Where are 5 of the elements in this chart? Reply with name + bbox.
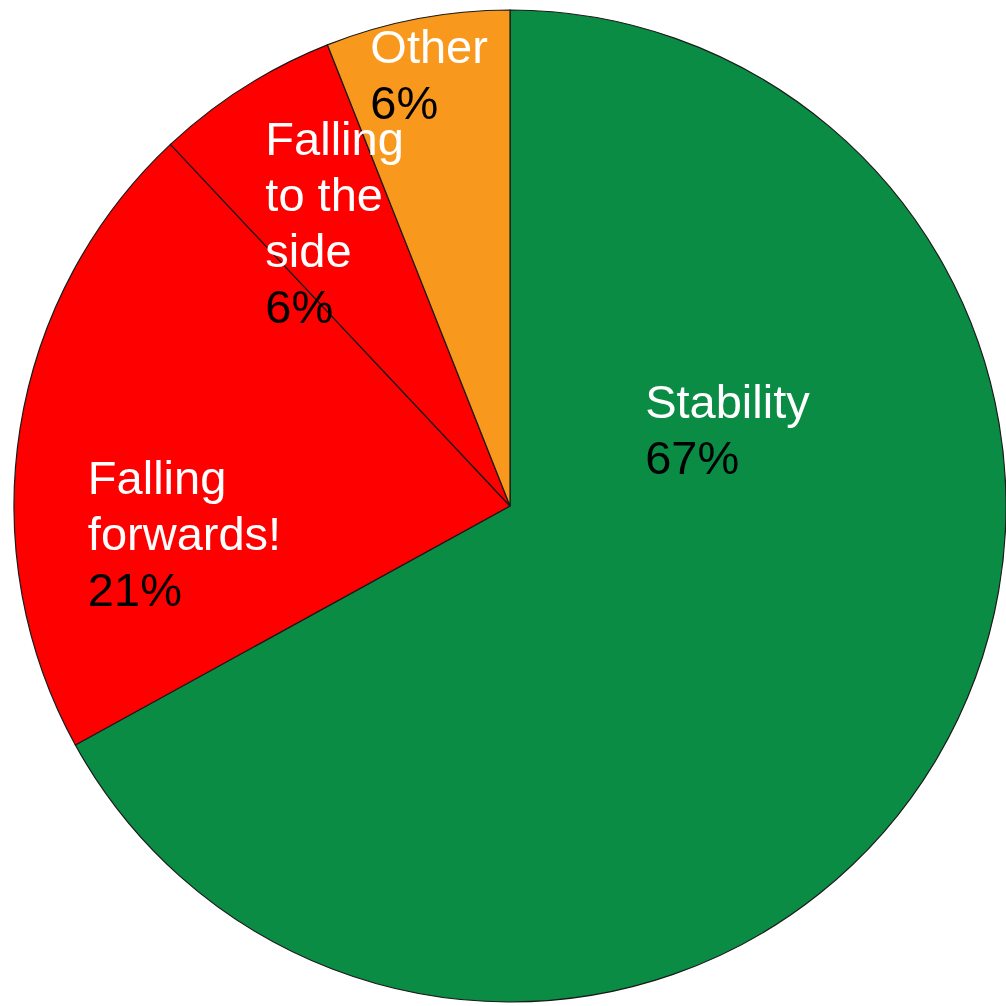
data-label: 21% xyxy=(87,562,182,616)
slice-label: Stability xyxy=(645,374,811,428)
slice-label: Other xyxy=(370,20,488,74)
data-label: 67% xyxy=(645,430,740,484)
slice-label: Falling forwards! xyxy=(87,450,282,560)
